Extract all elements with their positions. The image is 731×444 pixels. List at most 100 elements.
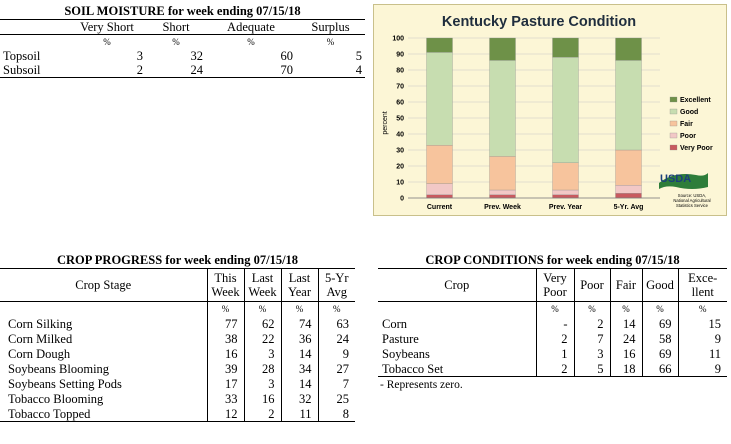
table-row: Corn Milked 38 22 36 24 bbox=[0, 331, 355, 346]
progress-col-crop-stage: Crop Stage bbox=[0, 268, 208, 302]
legend-swatch bbox=[669, 96, 678, 103]
cell-value: 5 bbox=[574, 361, 611, 377]
y-tick-label: 70 bbox=[396, 84, 404, 91]
cell-value: 18 bbox=[610, 361, 643, 377]
header-line: Exce- bbox=[688, 271, 718, 285]
cell-value: 3 bbox=[574, 346, 611, 361]
bar-segment bbox=[426, 145, 453, 184]
cell-value: 7 bbox=[574, 331, 611, 346]
row-label: Tobacco Blooming bbox=[0, 391, 208, 406]
unit-label: % bbox=[172, 37, 180, 47]
row-label: Corn Milked bbox=[0, 331, 208, 346]
soil-col-very-short: Very Short bbox=[68, 19, 146, 35]
conditions-col-very-poor: Very Poor bbox=[535, 268, 575, 302]
x-tick-label: Current bbox=[427, 204, 453, 211]
row-label: Topsoil bbox=[3, 49, 41, 63]
crop-conditions-title: CROP CONDITIONS for week ending 07/15/18 bbox=[425, 253, 680, 267]
soil-moisture-title: SOIL MOISTURE for week ending 07/15/18 bbox=[64, 4, 301, 18]
usda-logo-swoosh bbox=[659, 173, 708, 189]
cell-value: 3 bbox=[244, 346, 282, 361]
table-row: Tobacco Set 2 5 18 66 9 bbox=[378, 361, 727, 377]
bar-segment bbox=[426, 183, 453, 195]
bar-segment bbox=[489, 37, 516, 61]
header-line: Year bbox=[287, 285, 312, 299]
bar-segment bbox=[615, 193, 642, 199]
cell-value: 33 bbox=[207, 391, 245, 406]
row-label: Tobacco Set bbox=[378, 361, 537, 377]
cell-value: 69 bbox=[642, 316, 679, 331]
zero-note: - Represents zero. bbox=[380, 379, 463, 391]
row-label: Soybeans Blooming bbox=[0, 361, 208, 376]
usda-logo: USDA bbox=[659, 173, 708, 189]
unit-label: % bbox=[610, 301, 643, 316]
cell-value: 2 bbox=[536, 331, 575, 346]
soil-unit-row: % % % % bbox=[0, 35, 365, 50]
bar-segment bbox=[552, 57, 579, 163]
legend-swatch bbox=[669, 120, 678, 127]
conditions-col-fair: Fair bbox=[609, 268, 643, 302]
header-line: Avg bbox=[326, 285, 348, 299]
cell-value: 9 bbox=[678, 361, 727, 377]
table-row: Soybeans 1 3 16 69 11 bbox=[378, 346, 727, 361]
unit-label: % bbox=[326, 37, 335, 47]
cell-value: 16 bbox=[207, 346, 245, 361]
cell-value: 24 bbox=[610, 331, 643, 346]
legend-label: Fair bbox=[680, 121, 693, 128]
row-label: Corn Dough bbox=[0, 346, 208, 361]
cell-value: 60 bbox=[280, 49, 294, 63]
row-label: Pasture bbox=[378, 331, 537, 346]
y-tick-label: 30 bbox=[396, 148, 404, 155]
cell-value: 2 bbox=[574, 316, 611, 331]
chart-source-line-1: Source: USDA, bbox=[678, 193, 706, 198]
progress-col-last-week: Last Week bbox=[243, 268, 282, 302]
legend-swatch bbox=[669, 108, 678, 115]
progress-col-last-year: Last Year bbox=[280, 268, 319, 302]
crop-progress-section: CROP PROGRESS for week ending 07/15/18 C… bbox=[0, 253, 355, 422]
header-line: 5-Yr bbox=[324, 271, 349, 285]
chart-title: Kentucky Pasture Condition bbox=[442, 14, 636, 30]
cell-value: 5 bbox=[355, 49, 362, 63]
header-line: Last bbox=[251, 271, 274, 285]
legend-label: Good bbox=[680, 109, 698, 116]
cell-value: 24 bbox=[336, 331, 350, 346]
table-row: Corn -2 14 69 15 bbox=[378, 316, 727, 331]
bar-segment bbox=[552, 37, 579, 58]
y-tick-label: 90 bbox=[396, 52, 404, 59]
legend-label: Excellent bbox=[680, 97, 711, 104]
cell-value: 24 bbox=[190, 63, 204, 77]
y-tick-label: 40 bbox=[396, 132, 404, 139]
cell-value: 34 bbox=[281, 361, 319, 376]
table-row: Topsoil 3 32 60 5 bbox=[0, 49, 365, 63]
soil-moisture-section: SOIL MOISTURE for week ending 07/15/18 V… bbox=[0, 4, 365, 78]
cell-value: 2 bbox=[536, 361, 575, 377]
table-row: Corn Silking 77 62 74 63 bbox=[0, 316, 355, 331]
y-axis-label: percent bbox=[382, 111, 389, 134]
y-tick-label: 50 bbox=[396, 116, 404, 123]
cell-value: 66 bbox=[642, 361, 679, 377]
cell-value: 2 bbox=[244, 406, 282, 422]
chart-svg: Kentucky Pasture Condition percent 0 10 20… bbox=[382, 14, 713, 211]
progress-col-5yr-avg: 5-Yr Avg bbox=[317, 268, 355, 302]
bar-segment bbox=[426, 52, 453, 146]
cell-value: 28 bbox=[244, 361, 282, 376]
cell-value: 7 bbox=[342, 376, 349, 391]
chart-axes: 0 10 20 30 40 50 60 70 80 90 100 Current Prev. Week P… bbox=[392, 36, 660, 211]
unit-label: % bbox=[103, 37, 111, 47]
pasture-condition-chart: Kentucky Pasture Condition percent 0 10 20… bbox=[373, 4, 727, 216]
cell-value: - bbox=[536, 316, 575, 331]
cell-value: 11 bbox=[708, 346, 721, 361]
table-row: Corn Dough 16 3 14 9 bbox=[0, 346, 355, 361]
bar-segment bbox=[489, 189, 516, 195]
header-line: Week bbox=[248, 285, 277, 299]
cell-value: 17 bbox=[207, 376, 245, 391]
cell-value: 11 bbox=[281, 406, 319, 422]
table-row: Tobacco Blooming 33 16 32 25 bbox=[0, 391, 355, 406]
progress-body: Corn Silking 77 62 74 63 Corn Milked 38 22 36 24 C… bbox=[0, 316, 355, 422]
conditions-header-row: Crop Very Poor Poor Fair Good Exce-llent bbox=[378, 268, 727, 302]
y-tick-label: 0 bbox=[400, 196, 404, 203]
cell-value: 32 bbox=[281, 391, 319, 406]
cell-value: 38 bbox=[207, 331, 245, 346]
y-tick-label: 100 bbox=[392, 36, 404, 43]
cell-value: 25 bbox=[336, 391, 350, 406]
y-tick-label: 60 bbox=[396, 100, 404, 107]
